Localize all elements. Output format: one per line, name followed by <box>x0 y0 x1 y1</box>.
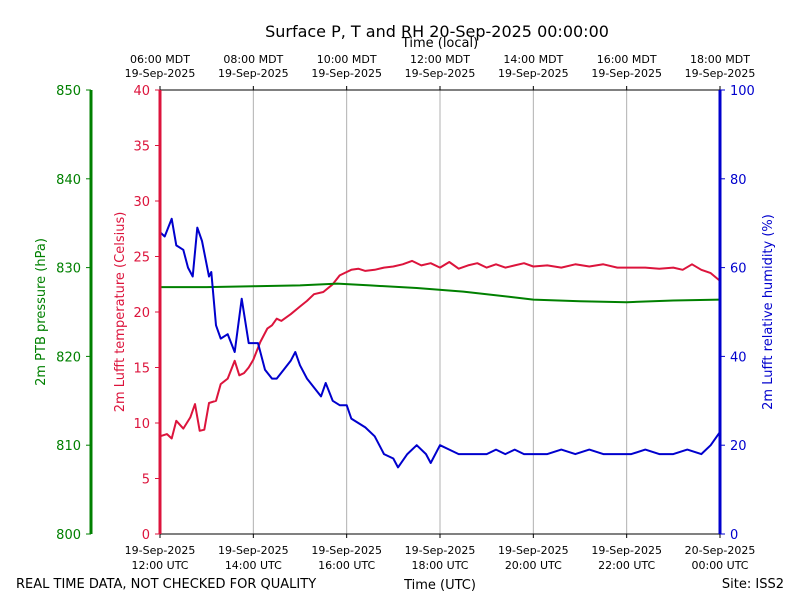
temperature-axis-label: 2m Lufft temperature (Celsius) <box>113 212 128 413</box>
pressure-tick-label: 830 <box>56 262 81 277</box>
top-tick-label: 18:00 MDT <box>690 53 750 66</box>
site-label: Site: ISS2 <box>722 577 784 592</box>
bottom-tick-label: 19-Sep-2025 <box>125 544 196 557</box>
temperature-tick-label: 0 <box>142 528 150 543</box>
top-axis-title: Time (local) <box>401 36 478 51</box>
top-tick-label: 19-Sep-2025 <box>125 67 196 80</box>
pressure-tick-label: 810 <box>56 439 81 454</box>
temperature-tick-label: 20 <box>133 306 150 321</box>
temperature-tick-label: 35 <box>133 140 150 155</box>
top-tick-label: 14:00 MDT <box>503 53 563 66</box>
bottom-tick-label: 18:00 UTC <box>411 559 468 572</box>
top-tick-label: 19-Sep-2025 <box>498 67 569 80</box>
top-tick-label: 19-Sep-2025 <box>685 67 756 80</box>
vertical-gridlines <box>252 90 628 534</box>
temperature-tick-label: 40 <box>133 84 150 99</box>
chart-title: Surface P, T and RH 20-Sep-2025 00:00:00 <box>265 22 609 41</box>
top-tick-label: 06:00 MDT <box>130 53 190 66</box>
bottom-tick-label: 14:00 UTC <box>225 559 282 572</box>
bottom-tick-label: 00:00 UTC <box>691 559 748 572</box>
temperature-tick-label: 5 <box>142 473 150 488</box>
humidity-axis-label: 2m Lufft relative humidity (%) <box>761 214 776 410</box>
bottom-tick-label: 20:00 UTC <box>505 559 562 572</box>
bottom-tick-label: 19-Sep-2025 <box>591 544 662 557</box>
top-tick-label: 08:00 MDT <box>223 53 283 66</box>
pressure-axis-label: 2m PTB pressure (hPa) <box>34 238 49 386</box>
humidity-tick-label: 100 <box>730 84 755 99</box>
top-tick-label: 10:00 MDT <box>317 53 377 66</box>
humidity-tick-label: 20 <box>730 439 747 454</box>
top-tick-label: 19-Sep-2025 <box>218 67 289 80</box>
temperature-tick-label: 10 <box>133 417 150 432</box>
temperature-tick-label: 15 <box>133 362 150 377</box>
top-tick-label: 19-Sep-2025 <box>311 67 382 80</box>
bottom-axis-title: Time (UTC) <box>403 578 476 593</box>
bottom-tick-label: 12:00 UTC <box>131 559 188 572</box>
bottom-tick-label: 16:00 UTC <box>318 559 375 572</box>
humidity-series-line <box>159 217 721 469</box>
data-series <box>159 217 721 469</box>
humidity-tick-label: 0 <box>730 528 738 543</box>
top-tick-label: 16:00 MDT <box>597 53 657 66</box>
temperature-tick-label: 25 <box>133 251 150 266</box>
bottom-tick-label: 19-Sep-2025 <box>405 544 476 557</box>
pressure-tick-label: 840 <box>56 173 81 188</box>
bottom-tick-label: 20-Sep-2025 <box>685 544 756 557</box>
pressure-tick-label: 820 <box>56 350 81 365</box>
humidity-tick-label: 80 <box>730 173 747 188</box>
pressure-series-line <box>160 282 721 304</box>
humidity-tick-label: 40 <box>730 350 747 365</box>
humidity-tick-label: 60 <box>730 262 747 277</box>
temperature-tick-label: 30 <box>133 195 150 210</box>
bottom-tick-label: 19-Sep-2025 <box>218 544 289 557</box>
temperature-series-line <box>159 259 721 440</box>
pressure-tick-label: 800 <box>56 528 81 543</box>
top-tick-label: 12:00 MDT <box>410 53 470 66</box>
pressure-tick-label: 850 <box>56 84 81 99</box>
bottom-tick-label: 22:00 UTC <box>598 559 655 572</box>
top-tick-label: 19-Sep-2025 <box>405 67 476 80</box>
top-tick-label: 19-Sep-2025 <box>591 67 662 80</box>
bottom-tick-label: 19-Sep-2025 <box>498 544 569 557</box>
bottom-tick-label: 19-Sep-2025 <box>311 544 382 557</box>
quality-notice: REAL TIME DATA, NOT CHECKED FOR QUALITY <box>16 577 316 592</box>
